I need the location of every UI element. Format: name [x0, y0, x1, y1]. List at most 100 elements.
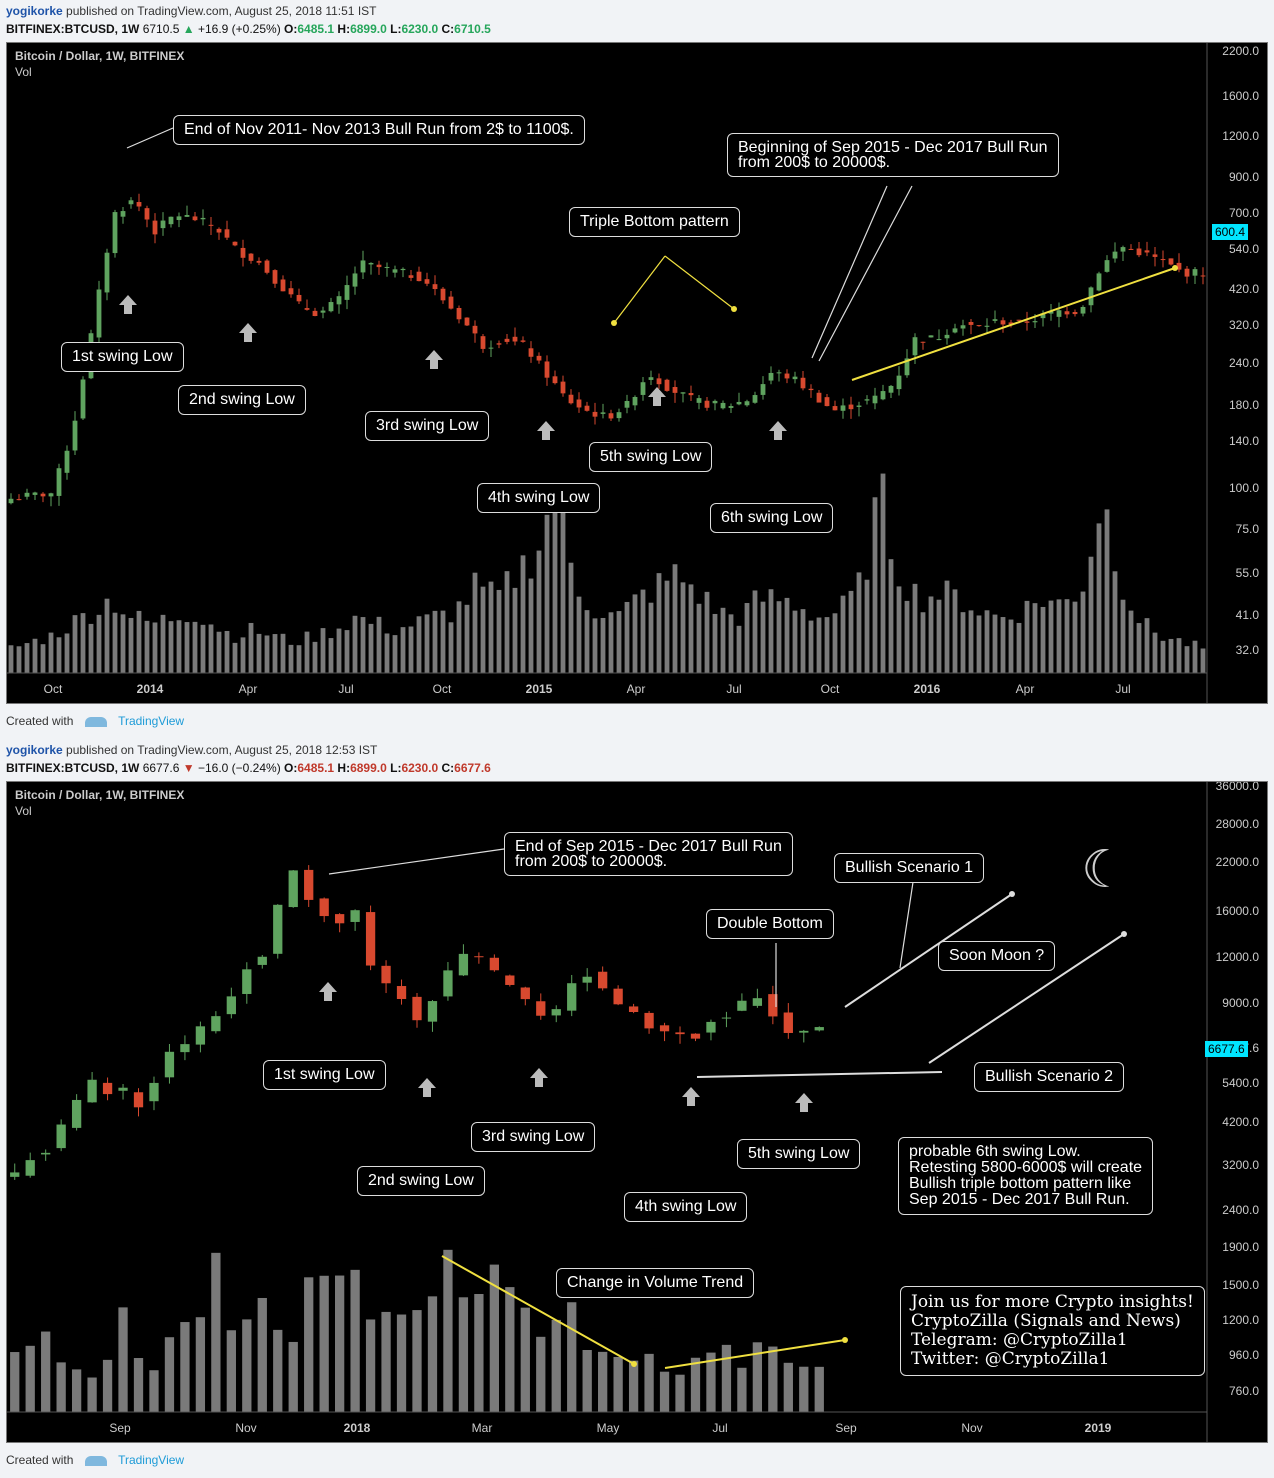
- price-chart-1[interactable]: 2200.0 1600.0 1200.0 900.0 700.0 540.0 420.0 32…: [6, 42, 1268, 704]
- volume-bar: [1000, 617, 1006, 673]
- candle: [544, 361, 550, 378]
- candle: [688, 393, 694, 396]
- up-arrow-icon: ▲: [182, 22, 195, 36]
- ticker-symbol: BITFINEX:BTCUSD, 1W: [6, 22, 140, 36]
- volume-bar: [273, 1329, 283, 1412]
- candle: [567, 983, 577, 1011]
- volume-bar: [1024, 600, 1030, 673]
- volume-bar: [56, 1362, 66, 1412]
- candle: [536, 355, 542, 361]
- volume-bar: [496, 589, 502, 673]
- ticker-symbol: BITFINEX:BTCUSD, 1W: [6, 761, 140, 775]
- volume-bar: [16, 646, 22, 673]
- last-price-tag: 600.4: [1212, 224, 1249, 240]
- callout-line: End of Sep 2015 - Dec 2017 Bull Run: [515, 838, 782, 855]
- volume-bar: [208, 624, 214, 673]
- candle: [1160, 259, 1166, 261]
- volume-bar: [288, 644, 294, 673]
- volume-bar: [800, 609, 806, 673]
- callout-line: Telegram: @CryptoZilla1: [911, 1330, 1128, 1350]
- candle: [336, 296, 342, 305]
- volume-bar: [48, 632, 54, 673]
- candle: [624, 400, 630, 408]
- volume-bar: [96, 614, 102, 673]
- x-tick-label: Jul: [1115, 682, 1130, 696]
- volume-bar: [659, 1371, 670, 1412]
- candle: [319, 898, 329, 917]
- footer-created: Created with: [6, 714, 74, 728]
- volume-bar: [120, 614, 126, 673]
- volume-bar: [136, 610, 142, 673]
- y-tick-label: 32.0: [1236, 643, 1260, 657]
- arrow-head-icon: [631, 1361, 637, 1367]
- candle: [840, 405, 846, 411]
- callout-line: CryptoZilla (Signals and News): [911, 1311, 1181, 1331]
- volume-bar: [71, 1369, 82, 1412]
- candle: [257, 956, 267, 965]
- candle: [80, 379, 86, 419]
- candle: [1040, 313, 1046, 319]
- y-tick-label: 9000.0: [1222, 996, 1259, 1010]
- tradingview-link[interactable]: TradingView: [118, 1453, 185, 1467]
- volume-bar: [257, 1297, 267, 1412]
- volume-bar: [408, 626, 414, 673]
- candle: [984, 325, 990, 327]
- volume-bar: [88, 623, 94, 673]
- volume-bar: [808, 620, 814, 673]
- candle: [832, 406, 838, 411]
- volume-bar: [984, 610, 990, 673]
- candle: [1008, 322, 1014, 325]
- tradingview-link[interactable]: TradingView: [118, 714, 185, 728]
- volume-bar: [376, 616, 382, 673]
- volume-bar: [1072, 601, 1078, 673]
- candle: [1096, 273, 1102, 291]
- volume-bar: [195, 1317, 206, 1412]
- y-tick-label: 41.0: [1236, 608, 1260, 622]
- x-tick-label: Jul: [712, 1421, 727, 1435]
- swing-low-2: 2nd swing Low: [357, 1166, 485, 1196]
- price-chart-2[interactable]: 36000.0 28000.0 22000.0 16000.0 12000.0 9000.…: [6, 781, 1268, 1443]
- candle: [118, 1087, 128, 1091]
- volume-bar: [118, 1307, 128, 1412]
- volume-bar: [440, 610, 446, 673]
- candle: [799, 1030, 809, 1033]
- chart-title: Bitcoin / Dollar, 1W, BITFINEX: [15, 49, 185, 63]
- candle: [25, 1160, 35, 1176]
- footer-created: Created with: [6, 1453, 74, 1467]
- author-link[interactable]: yogikorke: [6, 743, 63, 757]
- candle: [432, 284, 438, 290]
- y-tick-label: 36000.0: [1216, 782, 1260, 793]
- callout-probable-6th-low: probable 6th swing Low. Retesting 5800-6…: [898, 1137, 1154, 1215]
- candle: [904, 358, 910, 376]
- x-tick-label: Sep: [835, 1421, 857, 1435]
- volume-bar: [242, 1319, 252, 1412]
- volume-bar: [360, 617, 366, 673]
- arrow-head-icon: [1009, 891, 1015, 897]
- candle: [56, 1124, 66, 1149]
- volume-bar: [576, 596, 582, 673]
- candle: [560, 381, 566, 394]
- volume-bar: [25, 1345, 35, 1412]
- ticker-line-2: BITFINEX:BTCUSD, 1W 6677.6 ▼ −16.0 (−0.2…: [6, 761, 491, 775]
- candle: [128, 200, 134, 205]
- callout-line: Beginning of Sep 2015 - Dec 2017 Bull Ru…: [738, 139, 1048, 156]
- volume-bar: [480, 586, 486, 673]
- volume-bar: [184, 622, 190, 673]
- tradingview-logo-icon: [84, 1455, 107, 1466]
- volume-bar: [567, 1302, 577, 1412]
- volume-bar: [180, 1322, 190, 1412]
- author-link[interactable]: yogikorke: [6, 4, 63, 18]
- volume-bar: [424, 614, 430, 673]
- volume-bar: [211, 1252, 221, 1412]
- candle: [1144, 250, 1150, 253]
- volume-bar: [1016, 622, 1022, 673]
- volume-bar: [888, 559, 894, 673]
- y-tick-label: 960.0: [1229, 1348, 1259, 1362]
- candle: [288, 288, 294, 295]
- moon-icon: ☾: [1081, 840, 1128, 900]
- volume-bar: [256, 633, 262, 673]
- candle: [704, 400, 710, 408]
- candle: [474, 956, 484, 958]
- volume-bar: [608, 612, 614, 673]
- volume-bar: [416, 616, 422, 673]
